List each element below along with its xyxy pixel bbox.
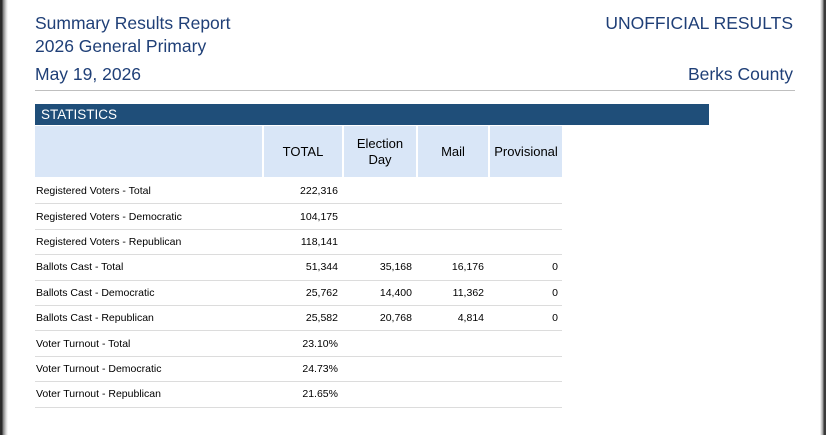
cell-election-day: 35,168 <box>342 255 416 281</box>
cell-total: 118,141 <box>262 230 342 256</box>
window-right-edge <box>820 0 826 435</box>
section-title: STATISTICS <box>35 104 709 125</box>
cell-total: 25,582 <box>262 306 342 332</box>
cell-provisional <box>488 204 562 230</box>
cell-total: 25,762 <box>262 281 342 306</box>
cell-election-day: 20,768 <box>342 306 416 332</box>
cell-election-day <box>342 177 416 205</box>
report-title: Summary Results Report <box>35 13 231 33</box>
row-label: Ballots Cast - Democratic <box>35 281 262 306</box>
column-header-provisional: Provisional <box>488 126 562 177</box>
window-left-edge <box>0 0 8 435</box>
cell-mail <box>416 382 488 408</box>
column-header-election-day: Election Day <box>342 126 416 177</box>
cell-mail <box>416 230 488 256</box>
cell-mail <box>416 331 488 357</box>
row-label: Ballots Cast - Republican <box>35 306 262 332</box>
cell-provisional: 0 <box>488 281 562 306</box>
cell-provisional <box>488 331 562 357</box>
table-row: Voter Turnout - Republican 21.65% <box>35 382 562 408</box>
cell-total: 104,175 <box>262 204 342 230</box>
cell-mail <box>416 204 488 230</box>
table-row: Ballots Cast - Republican 25,582 20,768 … <box>35 306 562 332</box>
table-row: Ballots Cast - Total 51,344 35,168 16,17… <box>35 255 562 281</box>
cell-mail: 16,176 <box>416 255 488 281</box>
cell-election-day <box>342 382 416 408</box>
table-row: Ballots Cast - Democratic 25,762 14,400 … <box>35 281 562 306</box>
cell-provisional <box>488 382 562 408</box>
table-row: Registered Voters - Republican 118,141 <box>35 230 562 256</box>
table-row: Voter Turnout - Democratic 24.73% <box>35 357 562 383</box>
header-divider <box>35 90 795 91</box>
election-name: 2026 General Primary <box>35 36 207 56</box>
cell-election-day <box>342 331 416 357</box>
column-header-label <box>35 126 262 177</box>
cell-total: 51,344 <box>262 255 342 281</box>
cell-total: 24.73% <box>262 357 342 383</box>
row-label: Registered Voters - Total <box>35 177 262 205</box>
cell-election-day <box>342 204 416 230</box>
table-row: Voter Turnout - Total 23.10% <box>35 331 562 357</box>
cell-provisional <box>488 357 562 383</box>
election-date: May 19, 2026 <box>35 64 142 84</box>
cell-mail <box>416 357 488 383</box>
cell-election-day: 14,400 <box>342 281 416 306</box>
cell-mail: 11,362 <box>416 281 488 306</box>
cell-provisional <box>488 230 562 256</box>
cell-total: 23.10% <box>262 331 342 357</box>
table-row: Registered Voters - Total 222,316 <box>35 177 562 205</box>
table-header-row: TOTAL Election Day Mail Provisional <box>35 126 562 177</box>
county-name: Berks County <box>687 64 793 84</box>
cell-provisional: 0 <box>488 306 562 332</box>
cell-total: 21.65% <box>262 382 342 408</box>
column-header-mail: Mail <box>416 126 488 177</box>
statistics-table: TOTAL Election Day Mail Provisional Regi… <box>35 126 562 408</box>
column-header-total: TOTAL <box>262 126 342 177</box>
cell-mail <box>416 177 488 205</box>
row-label: Ballots Cast - Total <box>35 255 262 281</box>
cell-mail: 4,814 <box>416 306 488 332</box>
cell-provisional <box>488 177 562 205</box>
results-status: UNOFFICIAL RESULTS <box>605 13 793 33</box>
cell-election-day <box>342 357 416 383</box>
row-label: Voter Turnout - Total <box>35 331 262 357</box>
cell-provisional: 0 <box>488 255 562 281</box>
row-label: Registered Voters - Democratic <box>35 204 262 230</box>
row-label: Voter Turnout - Democratic <box>35 357 262 383</box>
row-label: Registered Voters - Republican <box>35 230 262 256</box>
cell-election-day <box>342 230 416 256</box>
cell-total: 222,316 <box>262 177 342 205</box>
row-label: Voter Turnout - Republican <box>35 382 262 408</box>
table-row: Registered Voters - Democratic 104,175 <box>35 204 562 230</box>
